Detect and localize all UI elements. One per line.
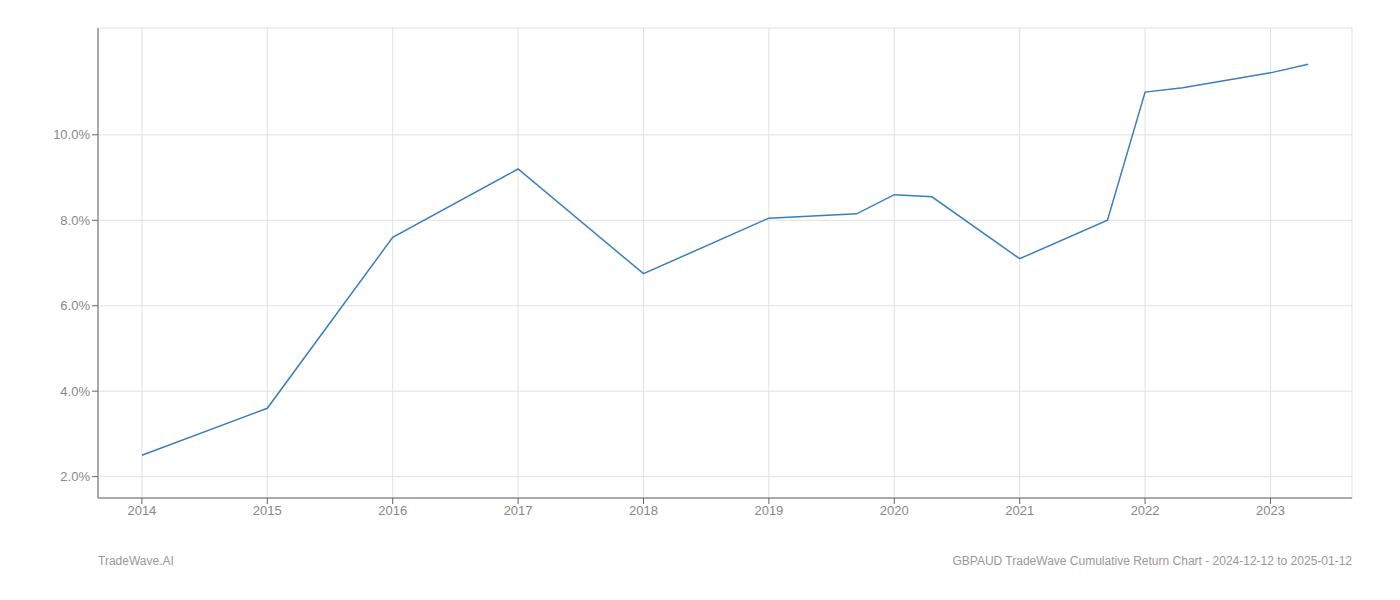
svg-text:10.0%: 10.0% (53, 127, 90, 142)
svg-text:2022: 2022 (1131, 503, 1160, 518)
svg-text:2018: 2018 (629, 503, 658, 518)
svg-text:2014: 2014 (127, 503, 156, 518)
svg-text:2023: 2023 (1256, 503, 1285, 518)
html-text:GBPAUD TradeWave Cumulative Re: GBPAUD TradeWave Cumulative Return Chart… (952, 554, 1352, 568)
svg-text:8.0%: 8.0% (60, 213, 90, 228)
svg-text:2021: 2021 (1005, 503, 1034, 518)
html-text:TradeWave.AI: TradeWave.AI (98, 554, 174, 568)
svg-text:2019: 2019 (754, 503, 783, 518)
svg-text:2016: 2016 (378, 503, 407, 518)
svg-text:2015: 2015 (253, 503, 282, 518)
svg-text:4.0%: 4.0% (60, 384, 90, 399)
svg-text:2020: 2020 (880, 503, 909, 518)
svg-text:6.0%: 6.0% (60, 298, 90, 313)
svg-text:2017: 2017 (504, 503, 533, 518)
svg-text:2.0%: 2.0% (60, 469, 90, 484)
